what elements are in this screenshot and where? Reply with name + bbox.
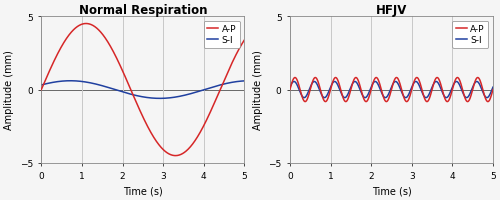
A-P [464,101,470,103]
A-P [125,83,131,85]
S-I [310,81,316,84]
Title: HFJV: HFJV [376,4,407,17]
A-P [116,63,122,65]
A-P [238,46,244,48]
A-P [74,27,80,29]
A-P [216,93,222,95]
S-I [242,80,248,83]
X-axis label: Time (s): Time (s) [372,186,412,196]
S-I [62,80,68,83]
Y-axis label: Amplitude (mm): Amplitude (mm) [4,50,14,130]
Line: A-P: A-P [290,78,493,102]
Y-axis label: Amplitude (mm): Amplitude (mm) [253,50,263,130]
A-P [485,101,491,103]
A-P [38,89,44,91]
S-I [216,85,222,87]
S-I [322,97,328,99]
A-P [365,99,371,101]
Line: S-I: S-I [42,81,244,99]
Line: S-I: S-I [290,82,493,98]
A-P [242,40,248,42]
S-I [490,87,496,89]
S-I [374,82,380,84]
Title: Normal Respiration: Normal Respiration [78,4,207,17]
S-I [74,80,80,83]
S-I [238,81,244,83]
S-I [433,81,439,83]
Line: A-P: A-P [42,24,244,156]
A-P [83,23,89,26]
A-P [486,100,492,102]
A-P [172,155,178,157]
S-I [116,90,122,93]
S-I [157,98,163,100]
A-P [292,77,298,79]
A-P [62,41,68,44]
A-P [287,89,293,91]
S-I [486,95,492,98]
S-I [365,94,371,97]
S-I [38,84,44,87]
S-I [125,93,131,95]
S-I [464,97,470,99]
S-I [423,97,429,99]
X-axis label: Time (s): Time (s) [123,186,162,196]
Legend: A-P, S-I: A-P, S-I [204,22,240,48]
S-I [68,80,73,83]
A-P [374,77,380,79]
A-P [310,80,316,82]
A-P [322,101,328,103]
S-I [287,87,293,89]
Legend: A-P, S-I: A-P, S-I [452,22,488,48]
A-P [490,89,496,91]
